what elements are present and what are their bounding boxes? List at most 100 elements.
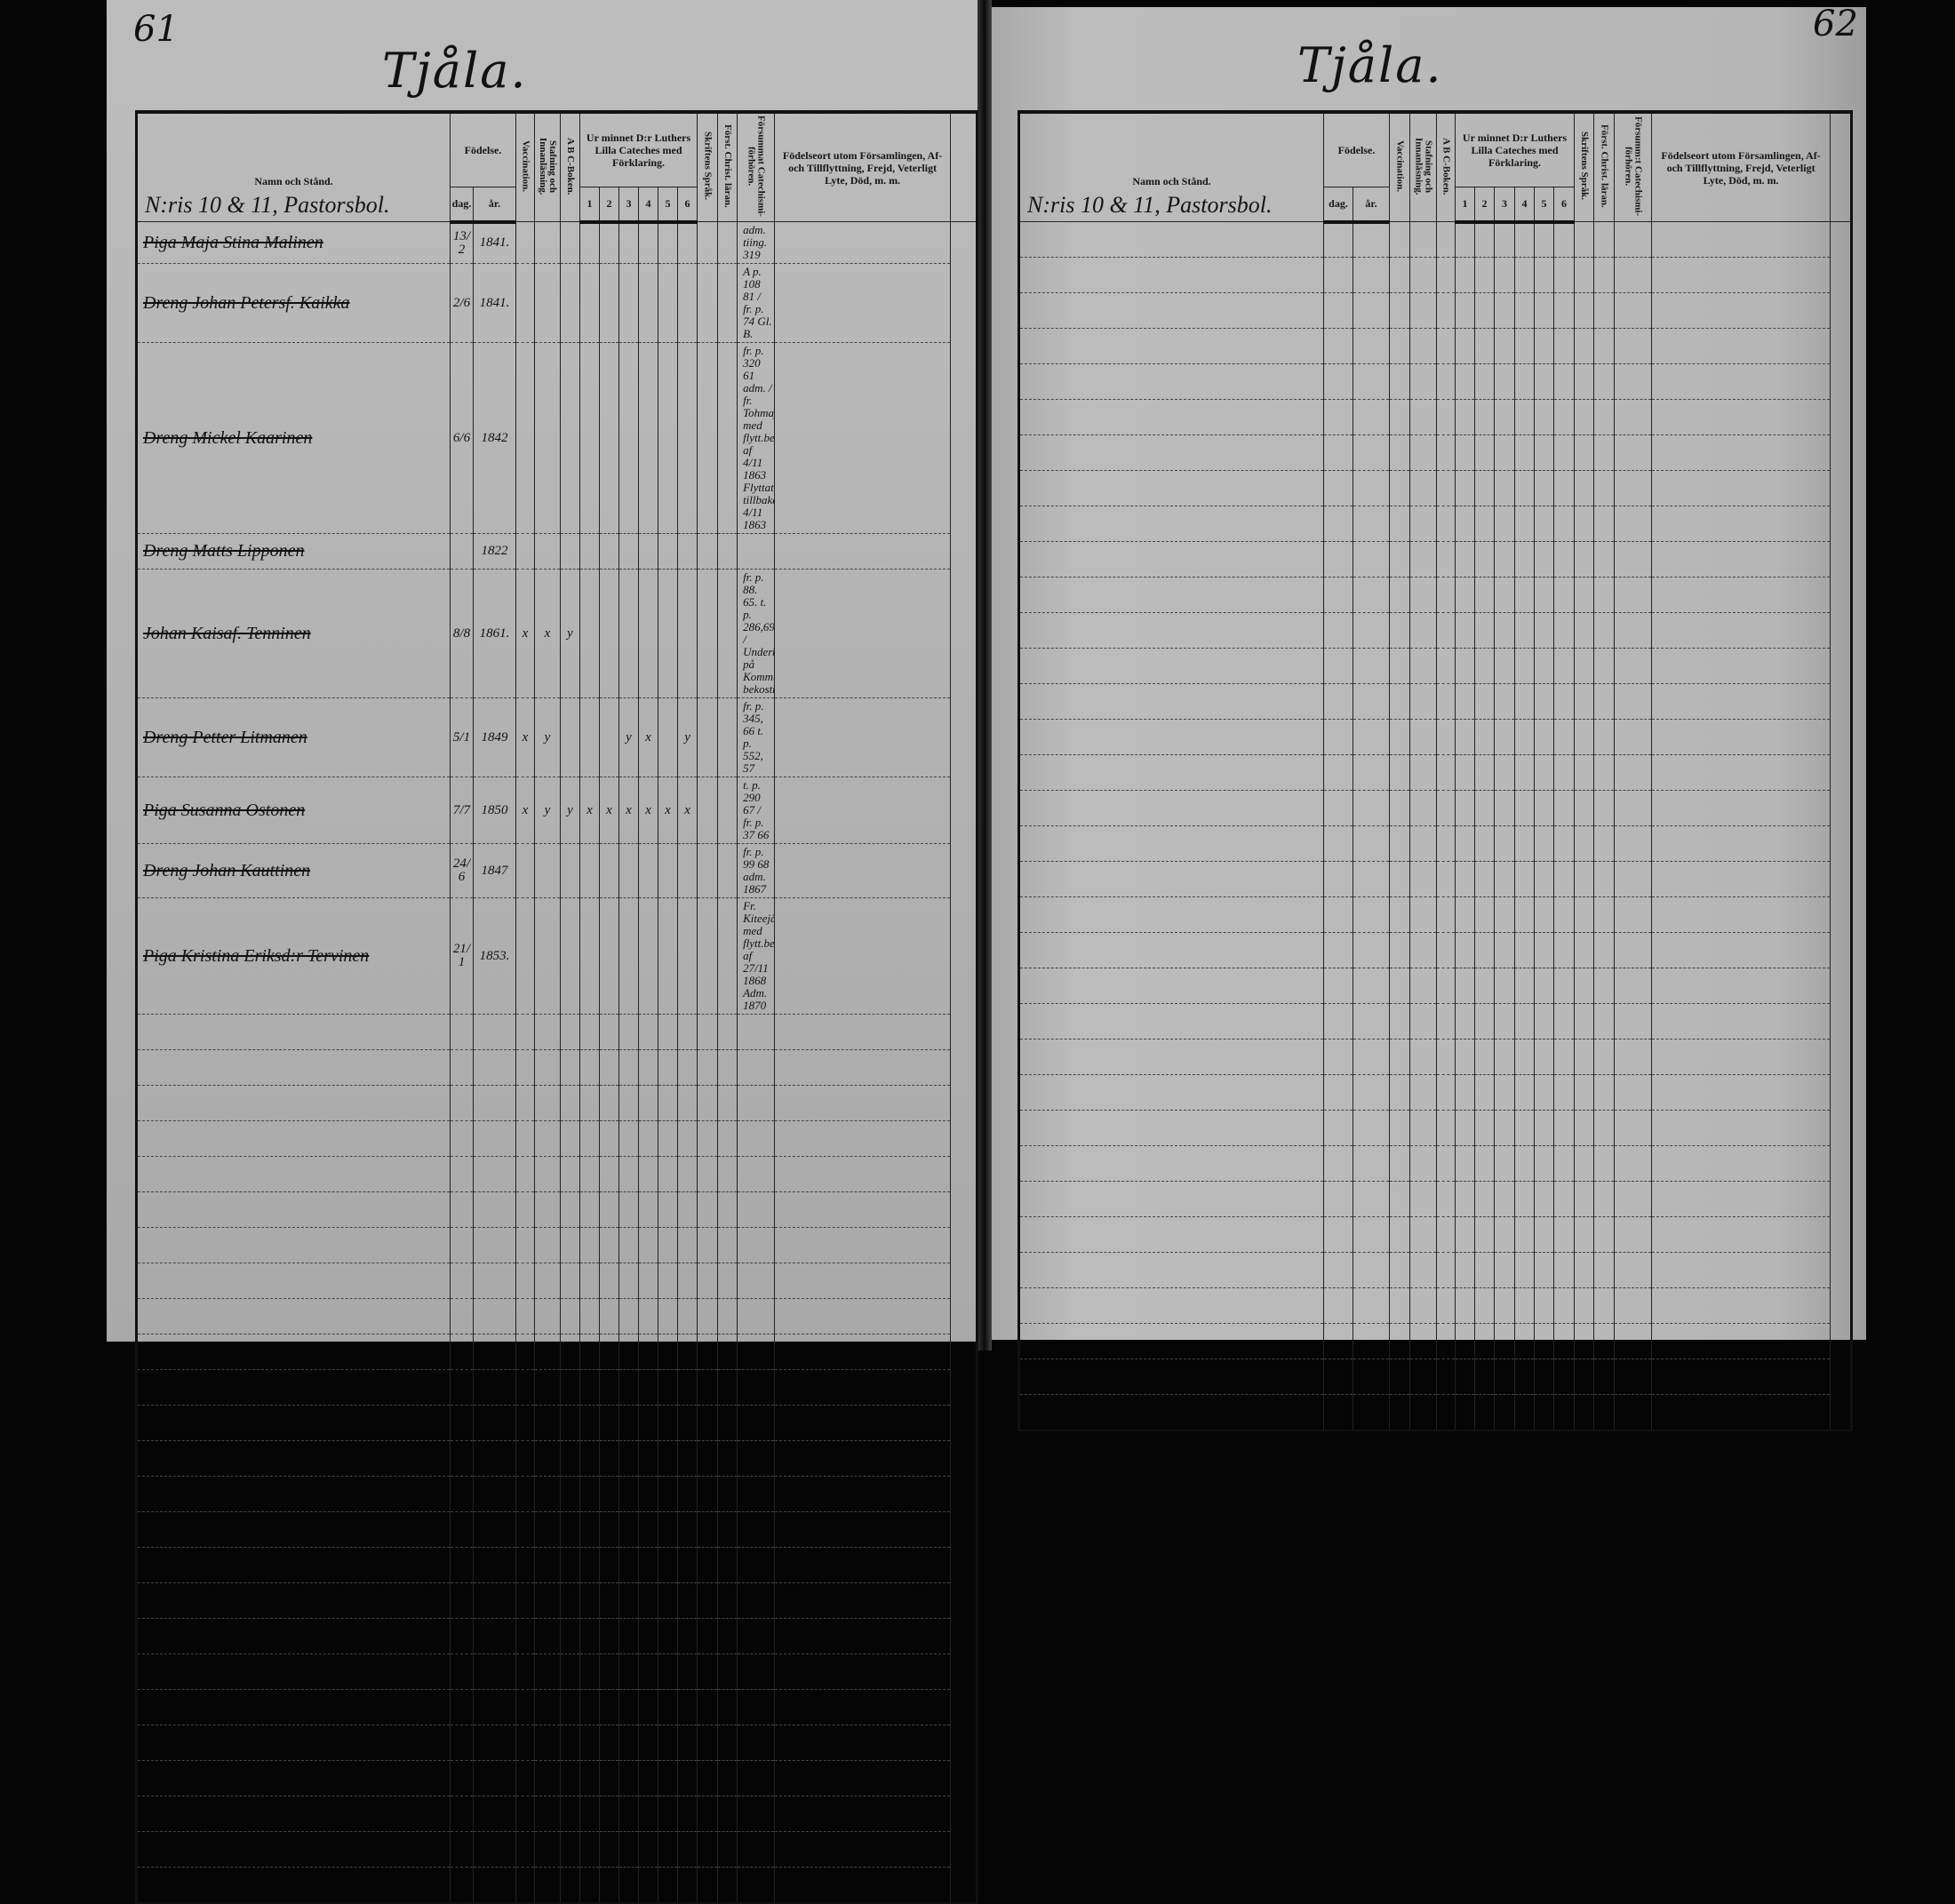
entry-birth-year [472, 1085, 517, 1121]
entry-mark [697, 1120, 719, 1157]
entry-mark [638, 1547, 659, 1583]
entry-mark [638, 1440, 659, 1477]
entry-birth-year: 1850 [472, 777, 517, 844]
entry-name [136, 1263, 451, 1299]
entry-name [1018, 1145, 1324, 1182]
entry-remark [1614, 683, 1653, 720]
entry-mark [717, 569, 738, 698]
entry-mark [1593, 363, 1616, 400]
entry-mark [717, 221, 738, 264]
margin-cell [1651, 612, 1831, 649]
entry-birth-day [1323, 1252, 1353, 1288]
entry-mark [717, 1725, 738, 1761]
entry-mark [1436, 1358, 1456, 1395]
entry-birth-day [1323, 612, 1353, 649]
entry-mark [697, 1298, 719, 1334]
entry-mark [1494, 612, 1516, 649]
margin-cell [1651, 434, 1831, 471]
entry-remark: adm. tiing. 319 [737, 221, 776, 264]
entry-mark [717, 1120, 738, 1157]
header-christian-doctrine: Först. Christ. läran. [717, 111, 738, 222]
entry-mark [658, 1049, 679, 1086]
entry-mark [1553, 683, 1576, 720]
entry-mark [717, 533, 738, 570]
entry-mark [1474, 399, 1496, 435]
entry-birth-day [1323, 363, 1353, 400]
entry-mark [579, 221, 601, 264]
entry-mark [677, 221, 698, 264]
entry-mark [1455, 1358, 1476, 1395]
entry-mark [697, 843, 719, 898]
empty-row [1018, 577, 1852, 613]
entry-mark [1494, 1252, 1516, 1288]
entry-name [136, 1014, 451, 1050]
entry-mark [1494, 1181, 1516, 1217]
entry-mark [697, 221, 719, 264]
entry-birth-year [1352, 683, 1391, 720]
entry-mark [1574, 1358, 1595, 1395]
entry-mark [1409, 1074, 1438, 1111]
entry-mark [560, 1120, 581, 1157]
entry-mark [677, 1298, 698, 1334]
entry-mark [1474, 719, 1496, 755]
margin-cell [774, 777, 952, 844]
entry-mark [1389, 1145, 1411, 1182]
entry-mark [1574, 1216, 1595, 1253]
entry-mark [1474, 648, 1496, 684]
entry-birth-day [1323, 754, 1353, 791]
entry-birth-day [1323, 506, 1353, 542]
entry-mark [658, 1191, 679, 1228]
empty-row [136, 1227, 978, 1263]
entry-mark [1389, 648, 1411, 684]
entry-birth-day [1323, 577, 1353, 613]
entry-mark [515, 1156, 536, 1192]
entry-mark [1553, 648, 1576, 684]
entry-mark [515, 1725, 536, 1761]
entry-mark [1474, 1358, 1496, 1395]
entry-mark [1593, 719, 1616, 755]
entry-mark [1534, 257, 1555, 293]
entry-mark [618, 533, 640, 570]
entry-remark [1614, 292, 1653, 329]
entry-mark [560, 1156, 581, 1192]
entry-mark [534, 1120, 562, 1157]
entry-mark [515, 1405, 536, 1441]
entry-mark [1474, 1039, 1496, 1075]
entry-mark [1574, 1039, 1595, 1075]
entry-mark [1593, 825, 1616, 862]
margin-cell [774, 1085, 952, 1121]
entry-birth-year [472, 1014, 517, 1050]
entry-remark [1614, 932, 1653, 968]
entry-remark [1614, 1252, 1653, 1288]
entry-birth-year [1352, 1394, 1391, 1431]
entry-mark [1436, 1252, 1456, 1288]
entry-remark [737, 1689, 776, 1725]
entry-mark [1514, 506, 1536, 542]
entry-birth-year [1352, 292, 1391, 329]
entry-mark [677, 342, 698, 534]
entry-mark [560, 1760, 581, 1796]
empty-row [136, 1867, 978, 1904]
entry-birth-year [1352, 790, 1391, 826]
entry-birth-year [1352, 1216, 1391, 1253]
entry-mark [697, 263, 719, 343]
entry-name [1018, 968, 1324, 1004]
entry-birth-year [1352, 434, 1391, 471]
entry-remark [737, 1405, 776, 1441]
entry-mark [1593, 896, 1616, 933]
entry-birth-year: 1841. [472, 221, 517, 264]
entry-mark [638, 1796, 659, 1832]
entry-name: Dreng Mickel Kaarinen [136, 342, 451, 534]
entry-mark [1553, 577, 1576, 613]
entry-mark [1514, 1145, 1536, 1182]
entry-mark [677, 1689, 698, 1725]
entry-mark [599, 1582, 620, 1619]
entry-birth-day [450, 1120, 474, 1157]
entry-mark [638, 1334, 659, 1370]
entry-mark [697, 1511, 719, 1548]
entry-mark [1534, 719, 1555, 755]
entry-remark [1614, 1039, 1653, 1075]
entry-mark [1389, 1181, 1411, 1217]
entry-mark [1574, 1003, 1595, 1040]
header-abc-book-label: A B C-Boken. [1440, 137, 1452, 195]
